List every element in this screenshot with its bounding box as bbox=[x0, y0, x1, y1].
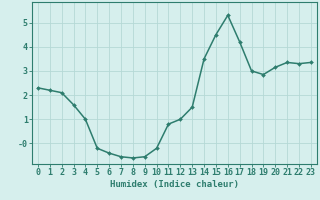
X-axis label: Humidex (Indice chaleur): Humidex (Indice chaleur) bbox=[110, 180, 239, 189]
